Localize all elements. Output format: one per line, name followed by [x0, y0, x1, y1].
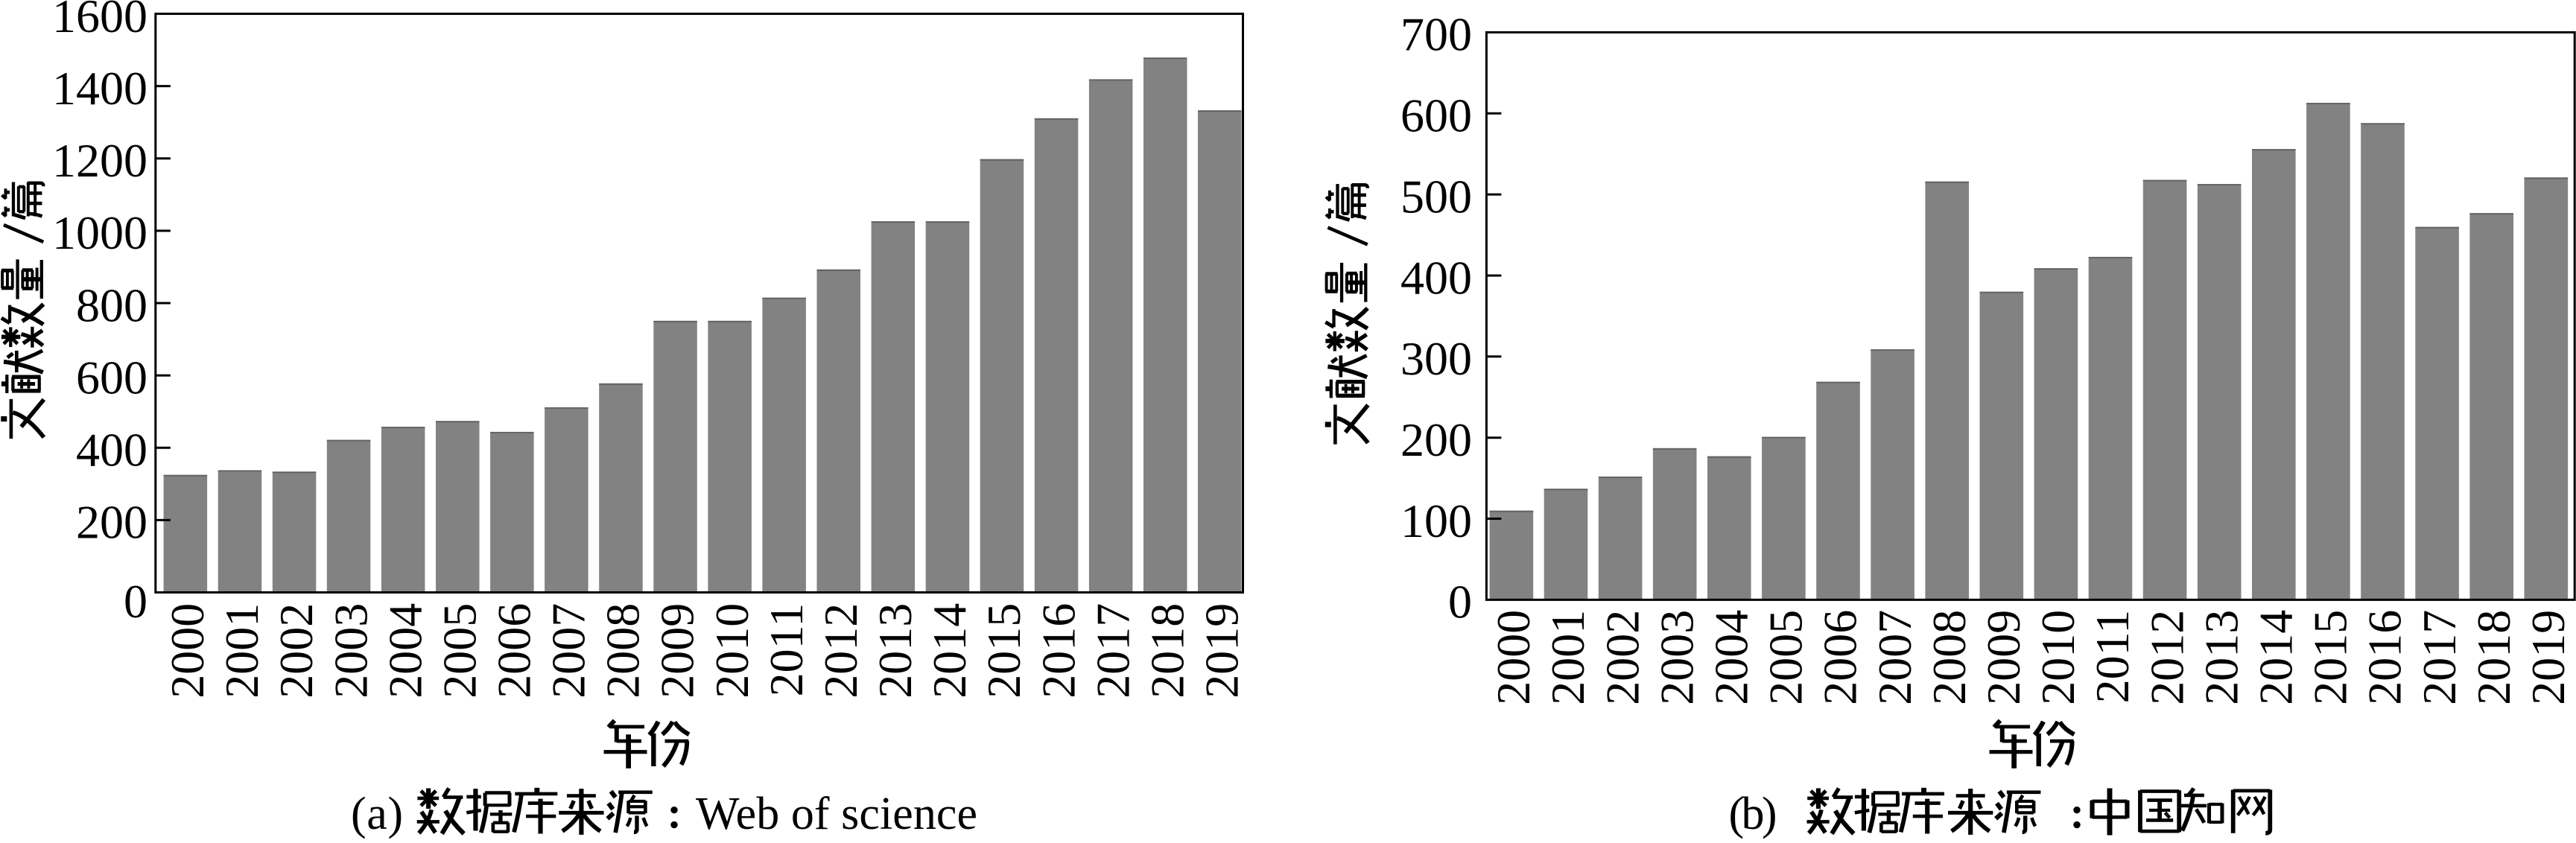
- svg-text:2017: 2017: [2413, 610, 2466, 705]
- svg-text:2012: 2012: [814, 603, 867, 699]
- svg-text:700: 700: [1400, 8, 1472, 61]
- svg-text:(b): (b): [1729, 789, 1777, 839]
- svg-text:2019: 2019: [2522, 610, 2575, 705]
- svg-text:2009: 2009: [1977, 610, 2030, 705]
- svg-text:2011: 2011: [2086, 610, 2139, 704]
- svg-text:100: 100: [1400, 494, 1472, 547]
- svg-text:2000: 2000: [161, 603, 214, 699]
- svg-text:2007: 2007: [1868, 610, 1921, 705]
- svg-text:2006: 2006: [1814, 610, 1867, 705]
- svg-text:2017: 2017: [1086, 603, 1139, 699]
- svg-text:600: 600: [1400, 89, 1472, 142]
- svg-text:1200: 1200: [52, 134, 147, 187]
- svg-text:Web of science: Web of science: [696, 789, 977, 839]
- svg-text:2016: 2016: [1032, 603, 1085, 699]
- svg-text:2003: 2003: [1650, 610, 1703, 705]
- svg-text:2000: 2000: [1487, 610, 1540, 705]
- svg-text:2009: 2009: [651, 603, 704, 699]
- svg-text:1600: 1600: [52, 0, 147, 42]
- svg-text:2001: 2001: [1541, 610, 1594, 705]
- svg-text:2005: 2005: [433, 603, 486, 699]
- svg-text:2010: 2010: [705, 603, 758, 699]
- svg-text:2018: 2018: [2467, 610, 2520, 705]
- svg-text:2013: 2013: [869, 603, 921, 699]
- svg-text:(a): (a): [351, 789, 403, 839]
- svg-text:2003: 2003: [324, 603, 377, 699]
- svg-text:2001: 2001: [215, 603, 268, 699]
- svg-text:200: 200: [1400, 413, 1472, 466]
- svg-text:1400: 1400: [52, 62, 147, 115]
- svg-text:2013: 2013: [2195, 610, 2247, 705]
- svg-text:2002: 2002: [1596, 610, 1649, 705]
- svg-text:2015: 2015: [2304, 610, 2357, 705]
- svg-text:2011: 2011: [760, 603, 813, 697]
- svg-text:2002: 2002: [270, 603, 323, 699]
- svg-text:800: 800: [76, 279, 147, 331]
- svg-text:2018: 2018: [1141, 603, 1193, 699]
- svg-text:2004: 2004: [1705, 610, 1758, 705]
- svg-text:2008: 2008: [597, 603, 650, 699]
- svg-text:2015: 2015: [977, 603, 1030, 699]
- svg-text:0: 0: [124, 575, 147, 628]
- svg-text:2008: 2008: [1923, 610, 1976, 705]
- svg-text:2006: 2006: [488, 603, 541, 699]
- svg-text:2016: 2016: [2358, 610, 2411, 705]
- svg-text:400: 400: [76, 424, 147, 477]
- svg-text:2019: 2019: [1196, 603, 1249, 699]
- svg-text:200: 200: [76, 496, 147, 549]
- svg-text:2014: 2014: [2250, 610, 2303, 705]
- svg-text:2010: 2010: [2031, 610, 2084, 705]
- svg-text:2007: 2007: [542, 603, 595, 699]
- svg-text:2005: 2005: [1760, 610, 1812, 705]
- svg-text:2004: 2004: [378, 603, 431, 699]
- svg-text:300: 300: [1400, 332, 1472, 385]
- svg-text:600: 600: [76, 351, 147, 404]
- svg-text:500: 500: [1400, 170, 1472, 223]
- svg-text:2014: 2014: [923, 603, 976, 699]
- svg-text:2012: 2012: [2140, 610, 2193, 705]
- svg-text:0: 0: [1448, 576, 1472, 629]
- svg-text:400: 400: [1400, 251, 1472, 304]
- svg-text:1000: 1000: [52, 206, 147, 259]
